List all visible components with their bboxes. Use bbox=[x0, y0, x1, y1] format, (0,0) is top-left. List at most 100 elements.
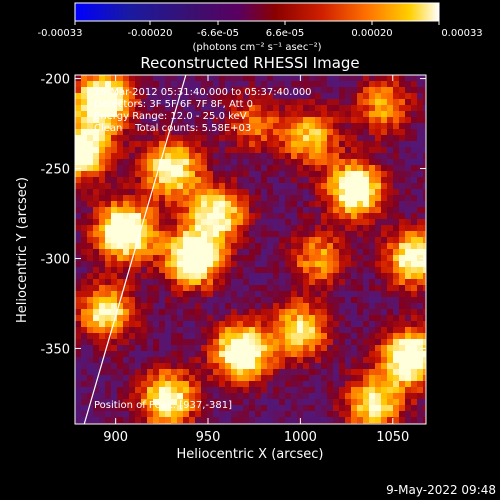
heatmap-cell bbox=[201, 237, 208, 244]
heatmap-cell bbox=[405, 327, 412, 334]
heatmap-cell bbox=[129, 129, 136, 136]
heatmap-cell bbox=[105, 309, 112, 316]
heatmap-cell bbox=[303, 261, 310, 268]
heatmap-cell bbox=[147, 123, 154, 130]
heatmap-cell bbox=[159, 291, 166, 298]
heatmap-cell bbox=[297, 171, 304, 178]
heatmap-cell bbox=[267, 219, 274, 226]
heatmap-cell bbox=[423, 351, 426, 358]
heatmap-cell bbox=[381, 285, 388, 292]
heatmap-cell bbox=[381, 111, 388, 118]
heatmap-cell bbox=[141, 159, 148, 166]
heatmap-cell bbox=[243, 357, 250, 364]
colorbar-tick-label: 6.6e-05 bbox=[266, 28, 304, 39]
heatmap-cell bbox=[201, 81, 208, 88]
heatmap-cell bbox=[387, 237, 394, 244]
heatmap-cell bbox=[93, 285, 100, 292]
heatmap-cell bbox=[159, 123, 166, 130]
heatmap-cell bbox=[237, 75, 244, 82]
heatmap-cell bbox=[75, 357, 82, 364]
heatmap-cell bbox=[399, 117, 406, 124]
heatmap-cell bbox=[237, 183, 244, 190]
heatmap-cell bbox=[285, 87, 292, 94]
heatmap-cell bbox=[279, 393, 286, 400]
heatmap-cell bbox=[177, 411, 184, 418]
heatmap-cell bbox=[339, 141, 346, 148]
heatmap-cell bbox=[225, 225, 232, 232]
heatmap-cell bbox=[105, 123, 112, 130]
heatmap-cell bbox=[177, 231, 184, 238]
heatmap-cell bbox=[279, 375, 286, 382]
heatmap-cell bbox=[405, 393, 412, 400]
heatmap-cell bbox=[279, 171, 286, 178]
heatmap-cell bbox=[183, 159, 190, 166]
heatmap-cell bbox=[273, 207, 280, 214]
heatmap-cell bbox=[405, 99, 412, 106]
heatmap-cell bbox=[381, 339, 388, 346]
heatmap-cell bbox=[141, 165, 148, 172]
heatmap-cell bbox=[291, 333, 298, 340]
heatmap-cell bbox=[165, 255, 172, 262]
heatmap-cell bbox=[201, 411, 208, 418]
heatmap-cell bbox=[213, 135, 220, 142]
heatmap-cell bbox=[183, 189, 190, 196]
heatmap-cell bbox=[141, 219, 148, 226]
heatmap-cell bbox=[327, 201, 334, 208]
heatmap-cell bbox=[195, 159, 202, 166]
heatmap-cell bbox=[81, 273, 88, 280]
heatmap-cell bbox=[381, 165, 388, 172]
heatmap-cell bbox=[387, 363, 394, 370]
heatmap-cell bbox=[153, 405, 160, 412]
heatmap-cell bbox=[231, 129, 238, 136]
y-axis-label: Heliocentric Y (arcsec) bbox=[15, 177, 30, 323]
heatmap-cell bbox=[99, 297, 106, 304]
heatmap-cell bbox=[309, 135, 316, 142]
heatmap-cell bbox=[411, 369, 418, 376]
heatmap-cell bbox=[381, 147, 388, 154]
heatmap-cell bbox=[195, 411, 202, 418]
heatmap-cell bbox=[261, 105, 268, 112]
heatmap-cell bbox=[81, 411, 88, 418]
heatmap-cell bbox=[279, 81, 286, 88]
heatmap-cell bbox=[375, 321, 382, 328]
heatmap-cell bbox=[195, 153, 202, 160]
heatmap-cell bbox=[225, 171, 232, 178]
heatmap-cell bbox=[291, 327, 298, 334]
heatmap-cell bbox=[375, 117, 382, 124]
heatmap-cell bbox=[171, 81, 178, 88]
heatmap-cell bbox=[381, 279, 388, 286]
heatmap-cell bbox=[363, 339, 370, 346]
heatmap-cell bbox=[141, 99, 148, 106]
heatmap-cell bbox=[153, 351, 160, 358]
heatmap-cell bbox=[75, 177, 82, 184]
heatmap-cell bbox=[93, 81, 100, 88]
heatmap-cell bbox=[381, 141, 388, 148]
heatmap-cell bbox=[381, 195, 388, 202]
heatmap-cell bbox=[255, 345, 262, 352]
heatmap-cell bbox=[81, 75, 88, 82]
heatmap-cell bbox=[327, 333, 334, 340]
heatmap-cell bbox=[423, 213, 426, 220]
heatmap-cell bbox=[339, 315, 346, 322]
heatmap-cell bbox=[165, 99, 172, 106]
heatmap-cell bbox=[171, 315, 178, 322]
heatmap-cell bbox=[405, 279, 412, 286]
heatmap-cell bbox=[111, 81, 118, 88]
heatmap-cell bbox=[93, 75, 100, 82]
heatmap-cell bbox=[165, 339, 172, 346]
heatmap-cell bbox=[243, 159, 250, 166]
heatmap-cell bbox=[297, 309, 304, 316]
heatmap-cell bbox=[177, 249, 184, 256]
heatmap-cell bbox=[75, 99, 82, 106]
heatmap-cell bbox=[411, 309, 418, 316]
heatmap-cell bbox=[399, 363, 406, 370]
heatmap-cell bbox=[153, 165, 160, 172]
heatmap-cell bbox=[327, 81, 334, 88]
heatmap-cell bbox=[219, 405, 226, 412]
heatmap-cell bbox=[309, 357, 316, 364]
heatmap-cell bbox=[255, 111, 262, 118]
heatmap-cell bbox=[423, 117, 426, 124]
heatmap-cell bbox=[339, 309, 346, 316]
heatmap-cell bbox=[411, 273, 418, 280]
heatmap-cell bbox=[243, 393, 250, 400]
